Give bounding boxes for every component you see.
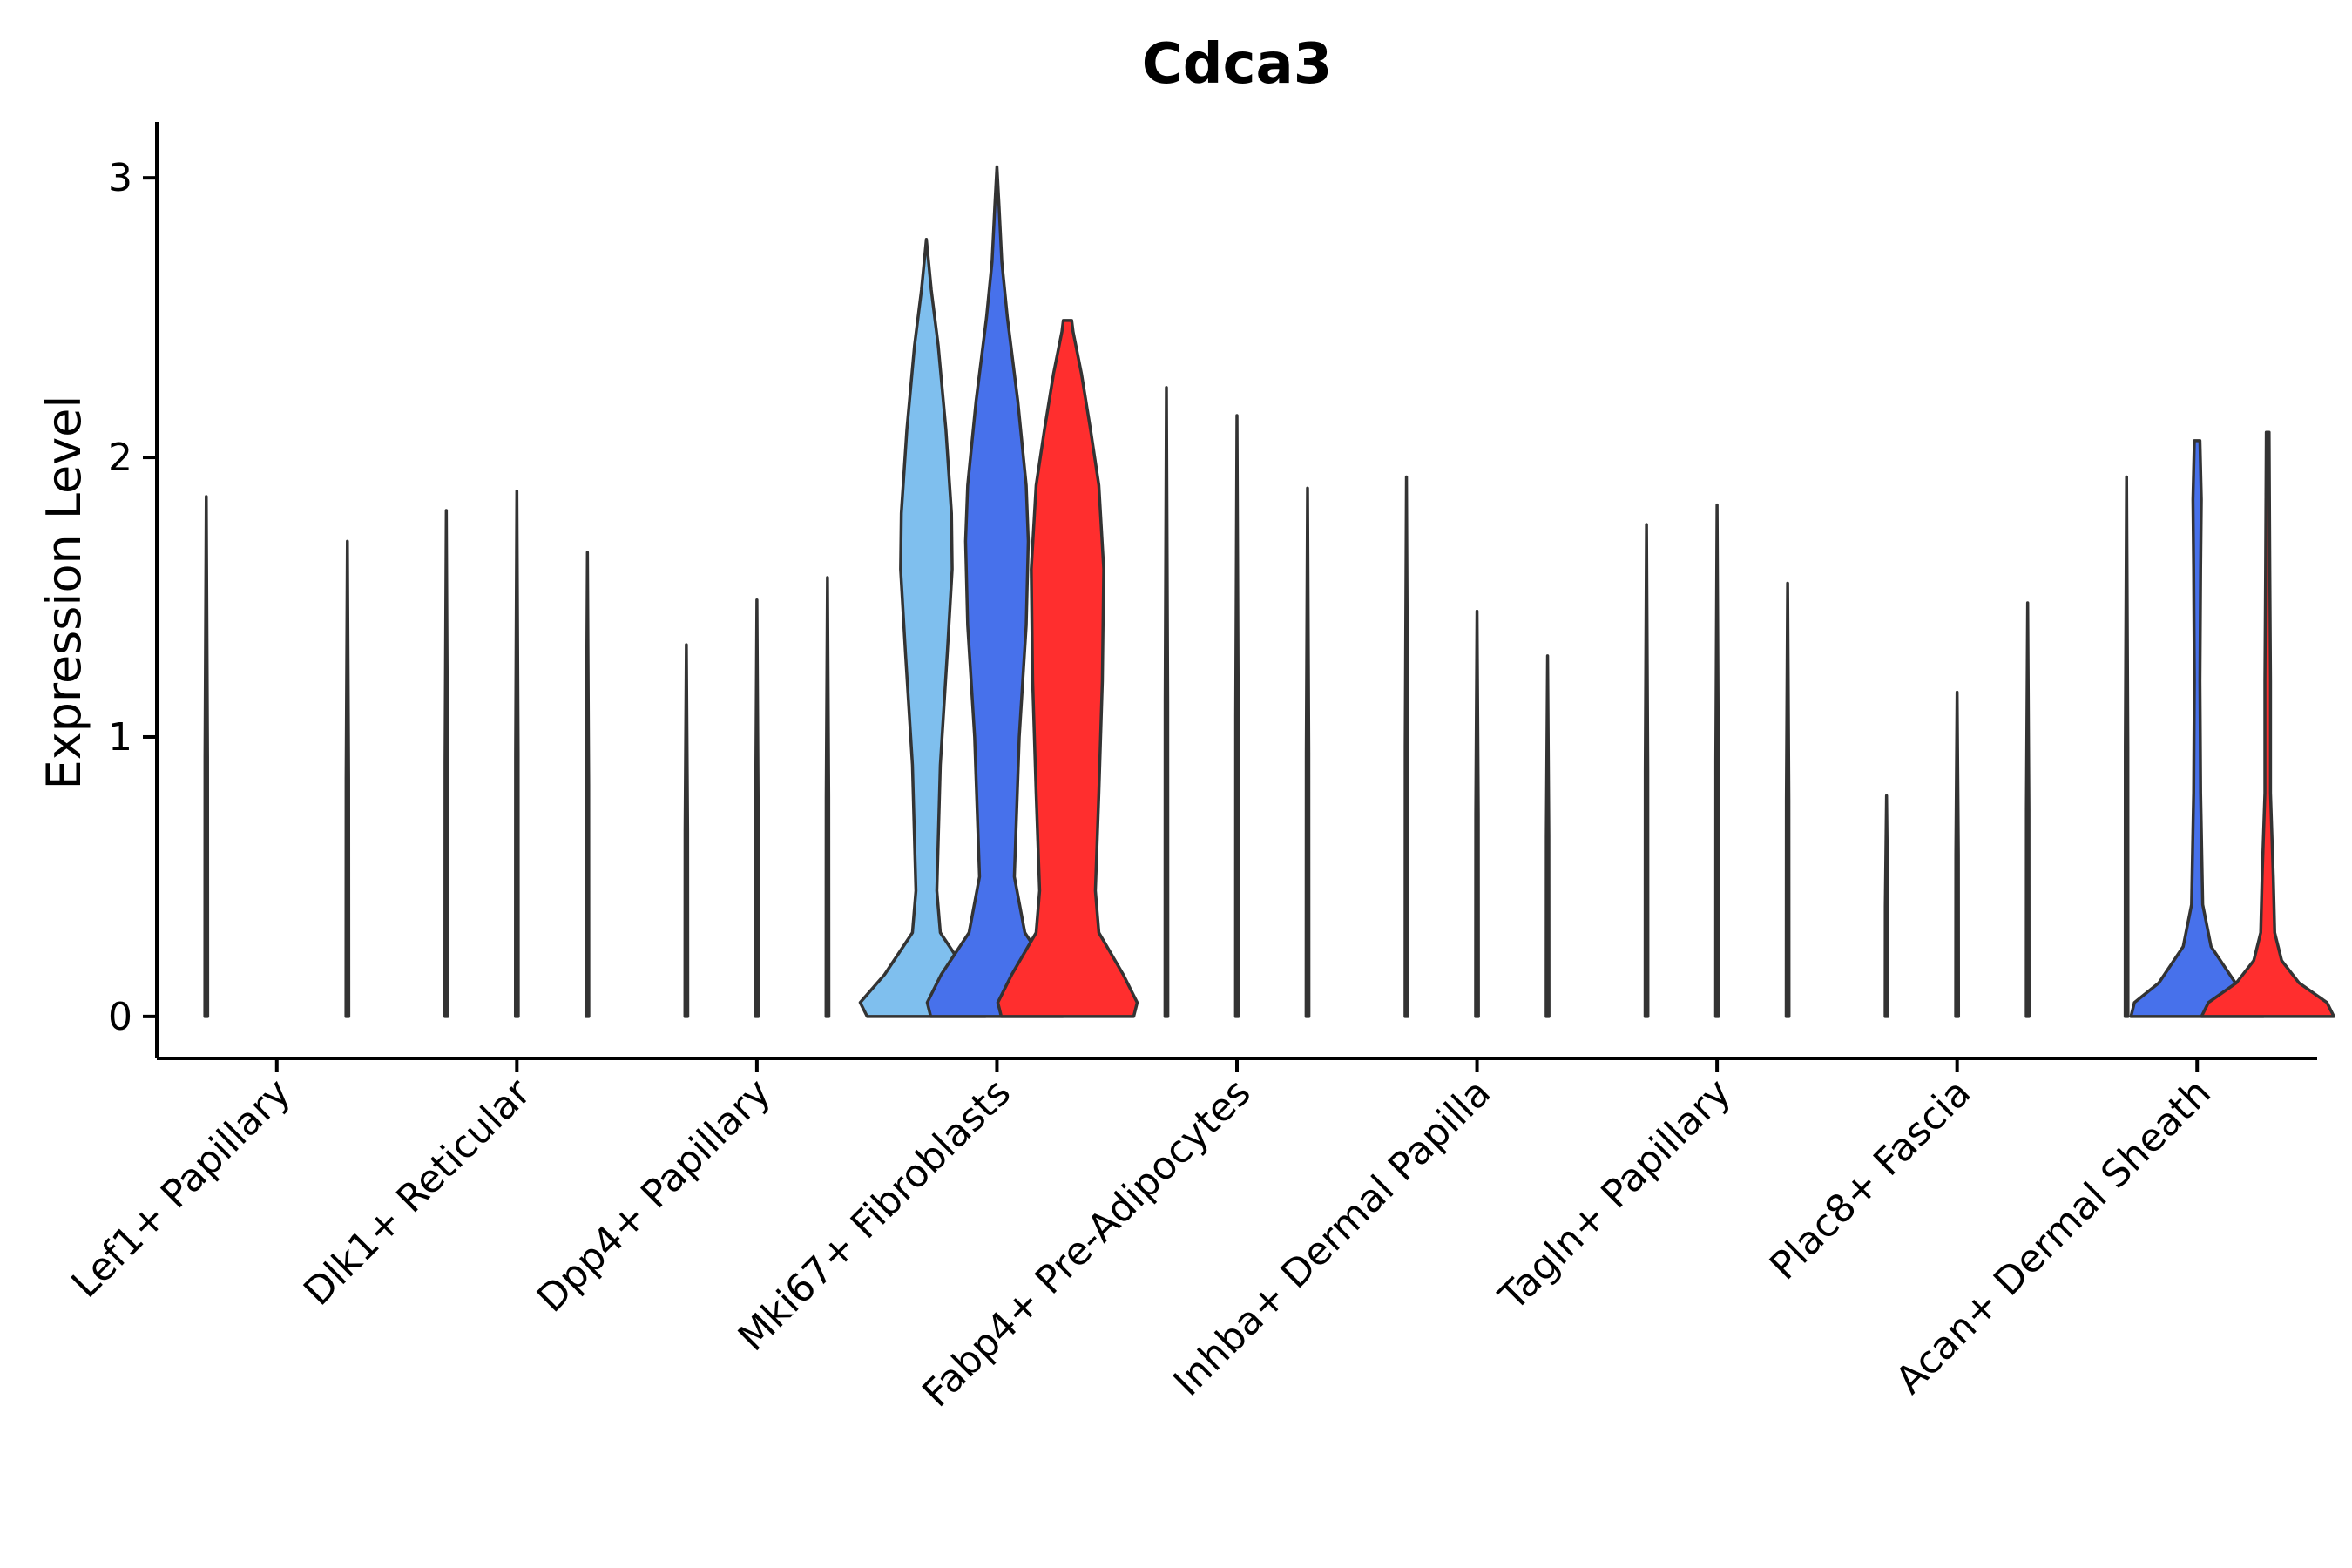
x-tick-label-1: Dlk1+ Reticular: [295, 1070, 540, 1315]
violin-3-1: [925, 165, 1069, 1018]
violin-5-1: [1474, 609, 1480, 1018]
x-tick-label-6: Tagln+ Papillary: [1490, 1071, 1740, 1320]
violin-6-1: [1713, 503, 1720, 1018]
violin-7-1: [1954, 690, 1961, 1018]
y-tick-label-1: 1: [108, 715, 132, 760]
violin-1-2: [584, 551, 591, 1018]
y-axis-label: Expression Level: [37, 395, 91, 790]
chart-title: Cdca3: [1142, 32, 1332, 97]
x-tick-label-7: Plac8+ Fascia: [1761, 1071, 1980, 1289]
x-tick-label-0: Lef1+ Papillary: [63, 1071, 299, 1307]
violin-8-1: [2129, 439, 2265, 1018]
violin-7-2: [2024, 601, 2031, 1018]
violin-6-0: [1643, 523, 1650, 1018]
violin-0-0: [203, 495, 210, 1018]
violin-1-0: [443, 509, 449, 1018]
y-tick-label-2: 2: [108, 436, 132, 480]
violin-5-0: [1403, 475, 1409, 1018]
violin-4-2: [1304, 486, 1311, 1018]
violin-7-0: [1883, 794, 1890, 1018]
violin-0-2: [344, 539, 351, 1018]
violin-group: [203, 165, 2335, 1018]
violin-4-0: [1163, 386, 1170, 1018]
y-tick-label-3: 3: [108, 156, 132, 200]
violin-6-2: [1784, 581, 1791, 1018]
violin-5-2: [1544, 654, 1551, 1018]
violin-3-0: [858, 238, 995, 1018]
violin-3-2: [996, 319, 1139, 1018]
violin-8-2: [2200, 430, 2335, 1018]
violin-8-0: [2123, 475, 2130, 1018]
y-tick-label-0: 0: [108, 995, 132, 1039]
violin-1-1: [513, 489, 520, 1018]
x-tick-label-3: Mki67+ Fibroblasts: [730, 1071, 1019, 1360]
violin-2-2: [824, 576, 831, 1018]
violin-4-1: [1233, 414, 1240, 1018]
x-tick-label-2: Dpp4+ Papillary: [529, 1071, 780, 1321]
violin-2-1: [754, 598, 760, 1018]
violin-2-0: [683, 643, 690, 1018]
